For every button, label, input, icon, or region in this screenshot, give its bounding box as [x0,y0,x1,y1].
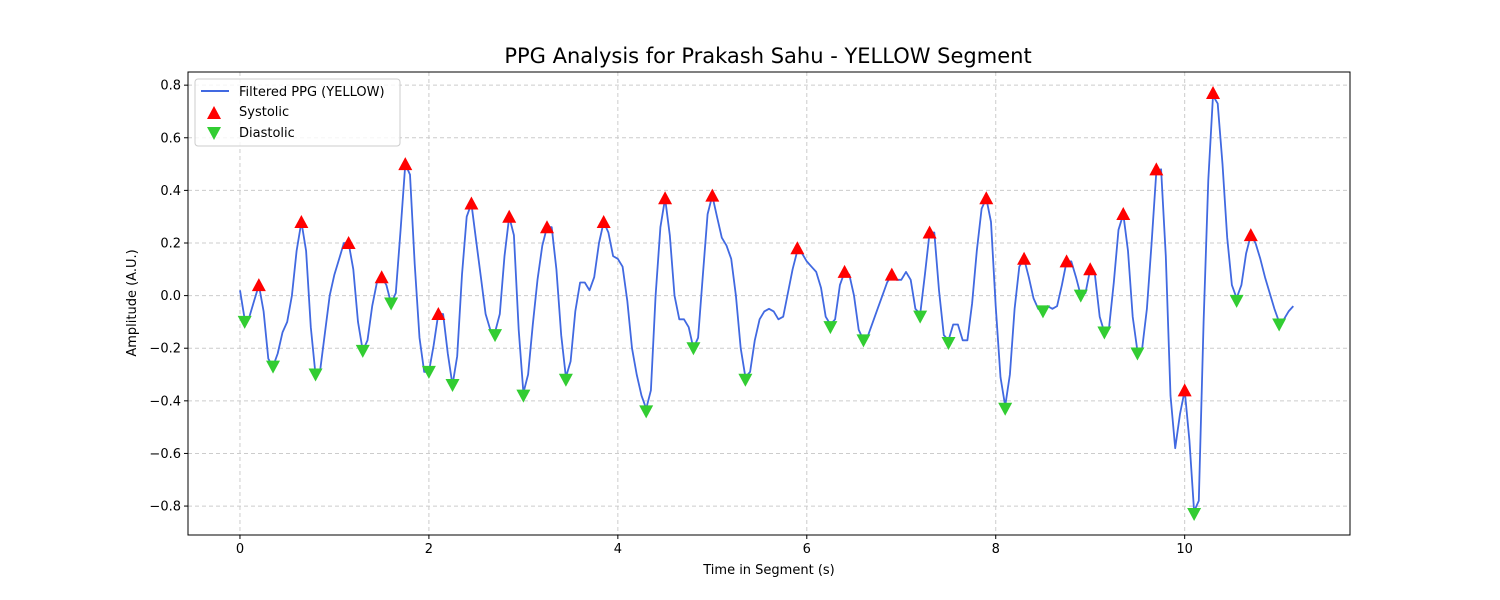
diastolic-marker [445,379,460,393]
legend: Filtered PPG (YELLOW) Systolic Diastolic [194,78,401,147]
systolic-marker [1083,262,1098,276]
systolic-marker [341,235,356,249]
legend-label-filtered: Filtered PPG (YELLOW) [239,85,385,100]
diastolic-marker [516,389,531,403]
systolic-marker [1206,86,1221,100]
diastolic-marker [1073,289,1088,303]
diastolic-marker [1035,305,1050,319]
axes: 0 2 4 6 8 10 −0.8 −0.6 −0.4 −0.2 0.0 0.2 0.4 0.6 0.8 [149,79,1193,557]
diastolic-marker [1097,326,1112,340]
y-tick-label: 0.8 [160,79,181,94]
diastolic-marker [639,405,654,419]
legend-diastolic-marker [207,127,221,140]
systolic-marker [1116,207,1131,221]
systolic-marker [658,191,673,205]
diastolic-marker [1130,347,1145,361]
x-tick-label: 8 [992,542,1000,557]
diastolic-marker [1187,507,1202,521]
systolic-marker [502,209,517,223]
systolic-marker [596,214,611,228]
systolic-marker [1243,228,1258,242]
x-tick-label: 0 [236,542,244,557]
x-tick-label: 10 [1176,542,1193,557]
diastolic-marker [558,373,573,387]
x-tick-label: 4 [614,542,622,557]
diastolic-marker [237,315,252,329]
diastolic-marker [384,297,399,311]
diastolic-marker [823,321,838,335]
systolic-marker [1177,383,1192,397]
systolic-marker [464,196,479,210]
ppg-signal-line [239,94,1294,513]
systolic-marker [431,307,446,321]
systolic-marker [1017,251,1032,265]
diastolic-marker [1229,294,1244,308]
plot-area [237,86,1294,521]
systolic-marker [374,270,389,284]
y-tick-label: 0.6 [160,131,181,146]
legend-box [194,78,401,147]
diastolic-marker [856,334,871,348]
y-tick-label: −0.8 [149,500,181,515]
systolic-marker [251,278,266,292]
x-tick-label: 2 [425,542,433,557]
y-tick-label: −0.6 [149,447,181,462]
x-axis-label: Time in Segment (s) [702,563,834,578]
systolic-marker [539,220,554,234]
systolic-marker [294,214,309,228]
diastolic-marker [488,329,503,343]
y-tick-label: 0.0 [160,289,181,304]
systolic-marker [790,241,805,255]
legend-systolic-marker [207,106,221,119]
systolic-marker [979,191,994,205]
diastolic-marker [913,310,928,324]
y-tick-label: 0.2 [160,236,181,251]
systolic-marker [884,267,899,281]
x-tick-label: 6 [803,542,811,557]
diastolic-marker [738,373,753,387]
systolic-marker [922,225,937,239]
diastolic-marker [308,368,323,382]
legend-label-systolic: Systolic [239,105,289,120]
systolic-marker [1059,254,1074,268]
systolic-marker [837,264,852,278]
y-tick-label: −0.2 [149,342,181,357]
diastolic-marker [941,336,956,350]
y-axis-label: Amplitude (A.U.) [125,249,140,356]
y-tick-label: 0.4 [160,184,181,199]
plot-frame [187,71,1351,536]
diastolic-marker [421,365,436,379]
diastolic-marker [266,360,281,374]
legend-label-diastolic: Diastolic [239,126,295,141]
systolic-marker [1149,162,1164,176]
diastolic-marker [1272,318,1287,332]
diastolic-marker [355,344,370,358]
diastolic-marker [998,402,1013,416]
diastolic-marker [686,342,701,356]
systolic-marker [705,188,720,202]
systolic-marker [398,157,413,171]
chart-title: PPG Analysis for Prakash Sahu - YELLOW S… [504,44,1031,68]
grid [188,72,1350,535]
y-tick-label: −0.4 [149,394,181,409]
